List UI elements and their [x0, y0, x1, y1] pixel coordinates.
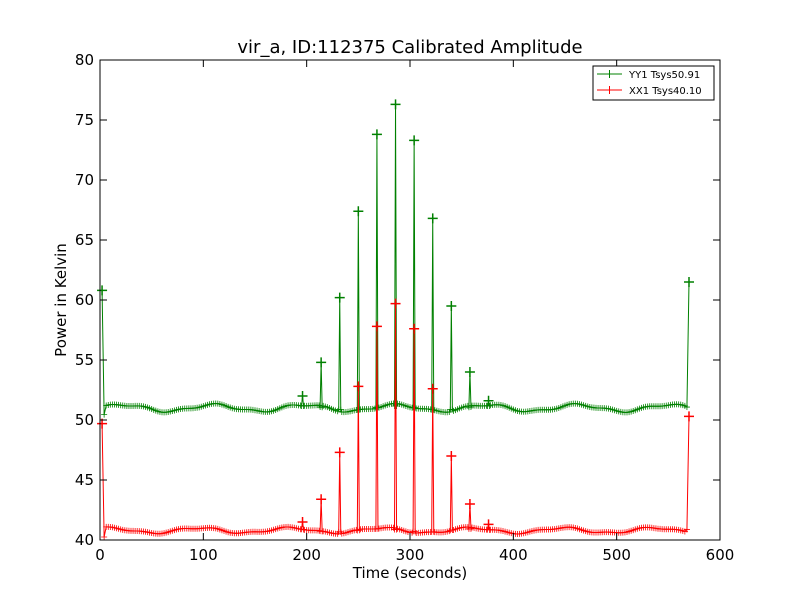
y-tick-label: 70 [75, 171, 94, 189]
series-xx1-point [316, 527, 323, 534]
series-yy1-point [486, 403, 493, 410]
series-yy1-point [101, 411, 108, 418]
series-xx1-point [684, 411, 694, 422]
series-yy1-point [316, 357, 327, 368]
series-yy1-point [684, 277, 694, 287]
series-xx1-point [356, 527, 363, 534]
series-yy1-point [390, 99, 401, 110]
plot-area [97, 99, 694, 540]
x-tick-label: 100 [189, 546, 218, 564]
series-yy1-point [97, 285, 108, 296]
series-yy1-point [467, 404, 474, 411]
series-xx1-point [297, 517, 308, 527]
x-axis-label: Time (seconds) [352, 564, 468, 582]
series-xx1-point [353, 526, 360, 533]
series-xx1-point [446, 451, 457, 461]
series-yy1-point [371, 129, 382, 140]
series-yy1-point [427, 213, 438, 224]
legend-box [592, 65, 715, 101]
series-yy1-point [446, 301, 457, 311]
series-yy1-point [409, 135, 420, 146]
y-tick-label: 60 [75, 291, 94, 309]
series-xx1-point [334, 447, 345, 458]
series-yy1-point [483, 395, 494, 406]
chart-title: vir_a, ID:112375 Calibrated Amplitude [237, 37, 582, 58]
series-xx1-point [409, 323, 420, 334]
series-xx1-point [683, 526, 690, 533]
series-yy1-point [334, 292, 345, 303]
y-tick-label: 45 [75, 471, 94, 489]
series-yy1-point [683, 404, 690, 411]
y-tick-label: 40 [75, 531, 94, 549]
series-xx1-point [101, 534, 108, 540]
legend-yy1-label: YY1 Tsys50.91 [628, 70, 700, 81]
series-xx1-point [371, 321, 382, 332]
series-xx1-point [316, 494, 327, 505]
x-tick-label: 0 [95, 546, 105, 564]
y-tick-label: 50 [75, 411, 94, 429]
y-axis-label: Power in Kelvin [52, 243, 70, 357]
y-tick-label: 65 [75, 231, 94, 249]
series-xx1-point [300, 526, 307, 533]
y-tick-label: 55 [75, 351, 94, 369]
series-xx1-point [353, 381, 364, 392]
series-yy1-point [449, 406, 456, 413]
x-tick-label: 300 [396, 546, 425, 564]
y-axis: 40 45 50 55 60 65 70 75 80 [75, 51, 720, 549]
x-tick-label: 500 [602, 546, 631, 564]
x-axis: 0 100 200 300 400 500 600 [95, 60, 734, 564]
y-tick-label: 75 [75, 111, 94, 129]
series-yy1-point [319, 404, 326, 411]
series-xx1-point [446, 528, 453, 535]
legend-xx1-label: XX1 Tsys40.10 [629, 86, 702, 97]
x-tick-label: 400 [499, 546, 528, 564]
series-yy1-point [464, 367, 475, 377]
series-yy1-point [297, 391, 308, 401]
series-xx1-point [464, 499, 475, 509]
legend-xx1-marker [605, 86, 614, 94]
legend: YY1 Tsys50.91 XX1 Tsys40.10 [592, 65, 715, 101]
y-tick-label: 80 [75, 51, 94, 69]
series-yy1-point [412, 404, 419, 411]
series-xx1-point [467, 525, 474, 532]
series-yy1-point [353, 206, 364, 217]
series-xx1-point [427, 383, 438, 394]
series-yy1-point [430, 406, 437, 413]
legend-yy1-marker [605, 70, 614, 78]
series-xx1-point [483, 519, 494, 530]
x-tick-label: 200 [292, 546, 321, 564]
x-tick-label: 600 [706, 546, 735, 564]
series-xx1-point [390, 298, 401, 309]
series-xx1-point [412, 528, 419, 535]
